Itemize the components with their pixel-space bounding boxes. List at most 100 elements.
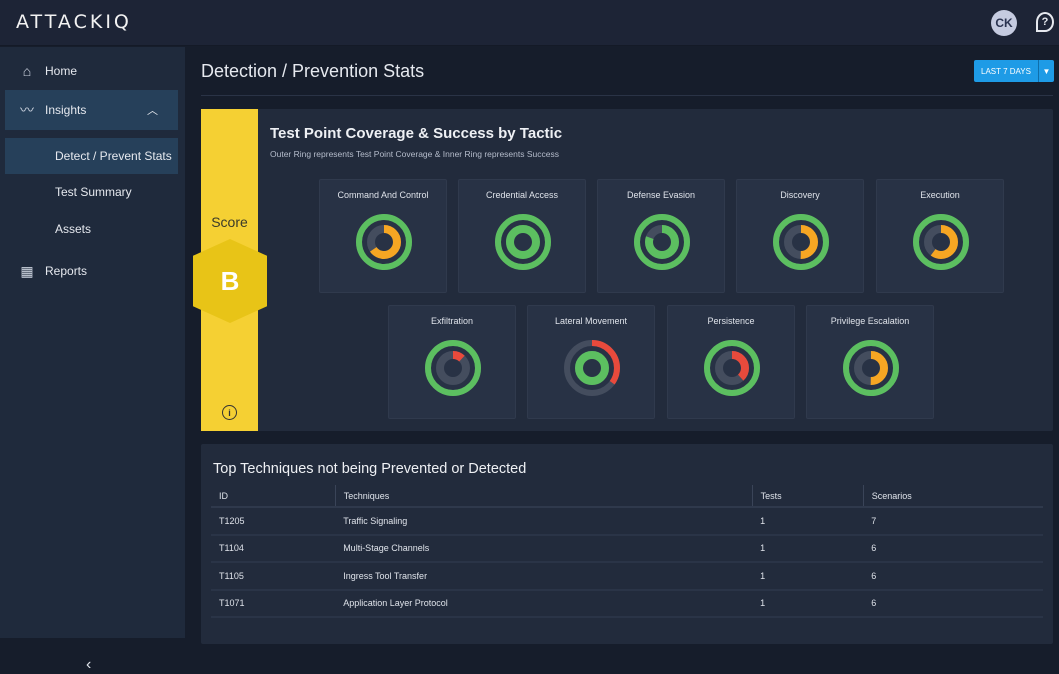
tactic-name: Execution bbox=[920, 190, 960, 200]
column-header[interactable]: Scenarios bbox=[862, 485, 1043, 508]
tactic-ring-chart bbox=[356, 214, 412, 270]
date-range-label: LAST 7 DAYS bbox=[981, 66, 1031, 76]
success-ring bbox=[784, 225, 818, 259]
score-panel: Score B i bbox=[193, 109, 267, 431]
collapse-sidebar-chevron-left-icon[interactable]: ‹ bbox=[86, 656, 92, 673]
sidebar-item-label: Home bbox=[45, 64, 78, 78]
help-icon[interactable]: ? bbox=[1036, 12, 1054, 32]
table-cell: Multi-Stage Channels bbox=[335, 534, 753, 563]
sidebar: ⌂ Home 〰 Insights ︿ Detect / Prevent Stats … bbox=[0, 47, 185, 673]
tactic-name: Discovery bbox=[780, 190, 820, 200]
coverage-ring bbox=[634, 214, 690, 270]
table-cell: 1 bbox=[752, 562, 864, 591]
sidebar-item-label: Insights bbox=[45, 103, 87, 117]
tactic-ring-chart bbox=[704, 340, 760, 396]
coverage-ring bbox=[913, 214, 969, 270]
column-header[interactable]: Tests bbox=[751, 485, 864, 508]
success-ring bbox=[436, 351, 470, 385]
score-grade-badge: B bbox=[193, 239, 267, 323]
tactic-name: Lateral Movement bbox=[554, 316, 628, 326]
top-bar: ATTACKIQ CK ? bbox=[0, 0, 1059, 46]
table-row[interactable]: T1105 Ingress Tool Transfer 1 6 bbox=[211, 562, 1043, 591]
sidebar-item-home[interactable]: ⌂ Home bbox=[5, 51, 178, 91]
success-ring bbox=[645, 225, 679, 259]
sidebar-item-label: Assets bbox=[55, 222, 92, 236]
caret-down-icon[interactable]: ▼ bbox=[1038, 60, 1054, 82]
sidebar-item-assets[interactable]: Assets bbox=[5, 211, 178, 247]
coverage-ring bbox=[773, 214, 829, 270]
table-cell: T1205 bbox=[211, 507, 336, 536]
coverage-title: Test Point Coverage & Success by Tactic bbox=[270, 125, 563, 142]
info-icon[interactable]: i bbox=[222, 405, 237, 420]
tactic-name: Privilege Escalation bbox=[830, 316, 910, 326]
tactic-tile[interactable]: Persistence bbox=[667, 305, 795, 419]
table-cell: 6 bbox=[863, 534, 1043, 563]
tactic-ring-chart bbox=[425, 340, 481, 396]
table-cell: 6 bbox=[863, 589, 1043, 618]
tactic-name: Defense Evasion bbox=[626, 190, 696, 200]
tactic-tile[interactable]: Lateral Movement bbox=[527, 305, 655, 419]
table-row[interactable]: T1071 Application Layer Protocol 1 6 bbox=[211, 589, 1043, 618]
sidebar-item-label: Test Summary bbox=[55, 185, 132, 199]
tactic-name: Credential Access bbox=[485, 190, 559, 200]
success-ring bbox=[575, 351, 609, 385]
success-ring bbox=[854, 351, 888, 385]
tactic-tile[interactable]: Discovery bbox=[736, 179, 864, 293]
techniques-title: Top Techniques not being Prevented or De… bbox=[213, 461, 527, 477]
sidebar-item-insights[interactable]: 〰 Insights ︿ bbox=[5, 90, 178, 130]
user-avatar[interactable]: CK bbox=[991, 10, 1017, 36]
column-header[interactable]: ID bbox=[211, 485, 336, 508]
tactic-ring-chart bbox=[564, 340, 620, 396]
attackiq-logo[interactable]: ATTACKIQ bbox=[16, 11, 132, 33]
table-row[interactable]: T1205 Traffic Signaling 1 7 bbox=[211, 507, 1043, 536]
tactic-tile[interactable]: Privilege Escalation bbox=[806, 305, 934, 419]
success-ring bbox=[506, 225, 540, 259]
table-cell: 1 bbox=[752, 589, 864, 618]
coverage-ring bbox=[425, 340, 481, 396]
table-cell: T1071 bbox=[211, 589, 336, 618]
table-cell: 1 bbox=[752, 507, 864, 536]
table-cell: 1 bbox=[752, 534, 864, 563]
techniques-table: ID Techniques Tests Scenarios T1205 Traffic … bbox=[211, 485, 1043, 618]
sidebar-item-test-summary[interactable]: Test Summary bbox=[5, 174, 178, 210]
coverage-ring bbox=[356, 214, 412, 270]
tactic-tile[interactable]: Execution bbox=[876, 179, 1004, 293]
coverage-subtitle: Outer Ring represents Test Point Coverag… bbox=[270, 149, 559, 159]
table-cell: Application Layer Protocol bbox=[335, 589, 753, 618]
table-cell: Traffic Signaling bbox=[335, 507, 753, 536]
home-icon: ⌂ bbox=[22, 63, 32, 79]
chevron-up-icon[interactable]: ︿ bbox=[147, 105, 158, 117]
coverage-ring bbox=[495, 214, 551, 270]
tactic-tile[interactable]: Exfiltration bbox=[388, 305, 516, 419]
success-ring bbox=[367, 225, 401, 259]
column-header[interactable]: Techniques bbox=[334, 485, 753, 508]
success-ring bbox=[715, 351, 749, 385]
sidebar-item-detect-prevent-stats[interactable]: Detect / Prevent Stats bbox=[5, 138, 178, 174]
grid-icon: ▦ bbox=[20, 262, 34, 279]
tactic-name: Command And Control bbox=[337, 190, 429, 200]
sidebar-item-label: Detect / Prevent Stats bbox=[55, 149, 172, 163]
sidebar-item-reports[interactable]: ▦ Reports bbox=[5, 251, 178, 291]
success-ring bbox=[924, 225, 958, 259]
coverage-ring bbox=[704, 340, 760, 396]
table-cell: 7 bbox=[863, 507, 1043, 536]
table-row[interactable]: T1104 Multi-Stage Channels 1 6 bbox=[211, 534, 1043, 563]
tactic-ring-chart bbox=[495, 214, 551, 270]
score-label: Score bbox=[211, 214, 248, 230]
tactic-ring-chart bbox=[843, 340, 899, 396]
coverage-ring bbox=[564, 340, 620, 396]
table-cell: T1104 bbox=[211, 534, 336, 563]
tactic-tile[interactable]: Credential Access bbox=[458, 179, 586, 293]
page-title: Detection / Prevention Stats bbox=[201, 61, 425, 81]
table-cell: 6 bbox=[863, 562, 1043, 591]
divider bbox=[201, 95, 1053, 96]
tactic-ring-chart bbox=[913, 214, 969, 270]
sidebar-item-label: Reports bbox=[45, 264, 88, 278]
table-cell: T1105 bbox=[211, 562, 336, 591]
table-cell: Ingress Tool Transfer bbox=[335, 562, 753, 591]
date-range-dropdown[interactable]: LAST 7 DAYS ▼ bbox=[974, 60, 1054, 82]
coverage-ring bbox=[843, 340, 899, 396]
tactic-tile[interactable]: Command And Control bbox=[319, 179, 447, 293]
tactic-tile[interactable]: Defense Evasion bbox=[597, 179, 725, 293]
insights-icon: 〰 bbox=[20, 102, 34, 118]
